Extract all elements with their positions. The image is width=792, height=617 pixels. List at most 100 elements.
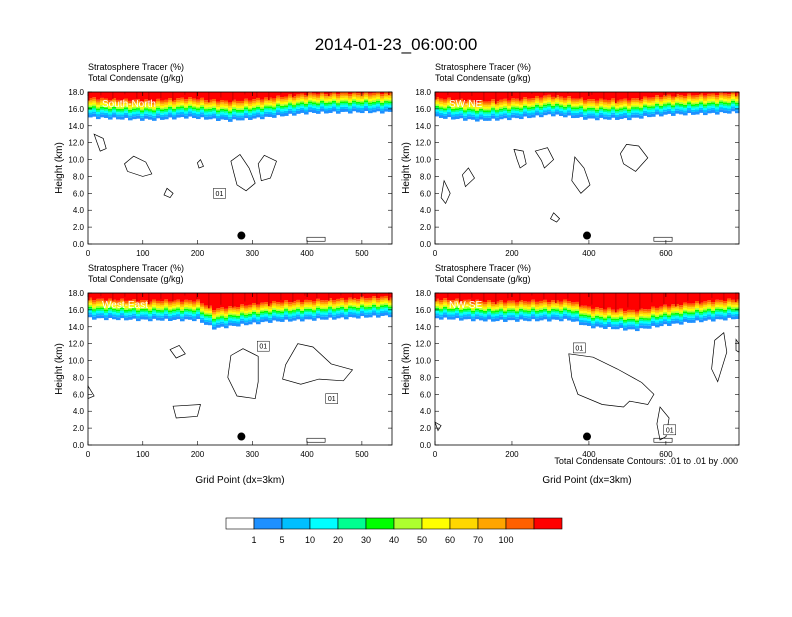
tracer-cell [128,111,133,113]
tracer-cell [571,101,576,103]
tracer-cell [308,316,313,319]
tracer-cell [607,311,612,313]
tracer-cell [623,311,628,313]
tracer-cell [483,309,488,311]
tracer-cell [348,293,353,298]
tracer-cell [631,326,636,329]
tracer-cell [547,304,552,306]
tracer-cell [603,100,608,102]
tracer-cell [587,101,592,103]
tracer-cell [340,314,345,317]
tracer-cell [719,100,724,102]
tracer-cell [515,103,520,105]
tracer-cell [200,306,205,308]
tracer-cell [719,307,724,309]
tracer-cell [196,102,201,104]
tracer-cell [439,106,444,108]
tracer-cell [495,307,500,309]
tracer-cell [96,114,101,116]
tracer-cell [364,94,369,96]
tracer-cell [260,109,265,111]
tracer-cell [631,113,636,115]
tracer-cell [272,315,277,317]
tracer-cell [567,103,572,105]
contour-label: 01 [259,344,267,351]
tracer-cell [711,106,716,108]
tracer-cell [503,305,508,307]
tracer-cell [499,109,504,111]
tracer-cell [344,310,349,312]
tracer-cell [563,307,568,309]
tracer-cell [168,115,173,118]
tracer-cell [224,106,229,108]
tracer-cell [647,315,652,317]
tracer-cell [443,108,448,110]
tracer-cell [316,309,321,311]
tracer-cell [232,116,237,119]
tracer-cell [284,113,289,116]
tracer-cell [196,107,201,109]
tracer-cell [511,313,516,315]
tracer-cell [248,103,253,105]
tracer-cell [176,310,181,312]
tracer-cell [715,307,720,309]
tracer-cell [571,106,576,108]
tracer-cell [627,101,632,103]
tracer-cell [575,104,580,106]
tracer-cell [627,113,632,115]
tracer-cell [264,304,269,306]
tracer-cell [280,310,285,312]
tracer-cell [348,108,353,110]
tracer-cell [348,303,353,305]
tracer-cell [312,101,317,103]
tracer-cell [583,311,588,313]
tracer-cell [372,310,377,312]
tracer-cell [647,103,652,105]
tracer-cell [491,111,496,113]
tracer-cell [731,309,736,311]
tracer-cell [336,311,341,313]
tracer-streak [304,293,306,296]
tracer-cell [180,101,185,103]
tracer-cell [643,320,648,322]
tracer-cell [104,115,109,118]
tracer-cell [224,101,229,103]
tracer-cell [591,113,596,115]
tracer-cell [232,104,237,106]
tracer-cell [344,96,349,98]
tracer-cell [288,304,293,306]
tracer-cell [272,312,277,314]
tracer-cell [264,313,269,315]
tracer-cell [659,102,664,104]
tracer-cell [631,315,636,317]
tracer-cell [535,108,540,110]
tracer-cell [663,317,668,319]
tracer-cell [224,103,229,105]
tracer-cell [284,311,289,313]
tracer-cell [292,107,297,109]
tracer-cell [284,102,289,104]
tracer-cell [703,103,708,105]
tracer-cell [699,319,704,322]
tracer-cell [675,100,680,102]
tracer-cell [667,317,672,319]
tracer-cell [563,314,568,316]
tracer-cell [535,312,540,314]
tracer-cell [535,96,540,98]
tracer-cell [248,314,253,316]
tracer-cell [723,310,728,312]
tracer-cell [284,307,289,309]
tracer-cell [296,304,301,306]
tracer-cell [204,309,209,311]
tracer-cell [539,114,544,117]
tracer-cell [160,117,165,120]
tracer-cell [220,116,225,119]
tracer-cell [320,99,325,101]
tracer-cell [487,311,492,313]
tracer-cell [172,111,177,113]
tracer-cell [156,305,161,307]
tracer-cell [244,99,249,101]
tracer-cell [599,310,604,312]
y-tick-label: 8.0 [73,172,85,181]
tracer-cell [372,300,377,302]
